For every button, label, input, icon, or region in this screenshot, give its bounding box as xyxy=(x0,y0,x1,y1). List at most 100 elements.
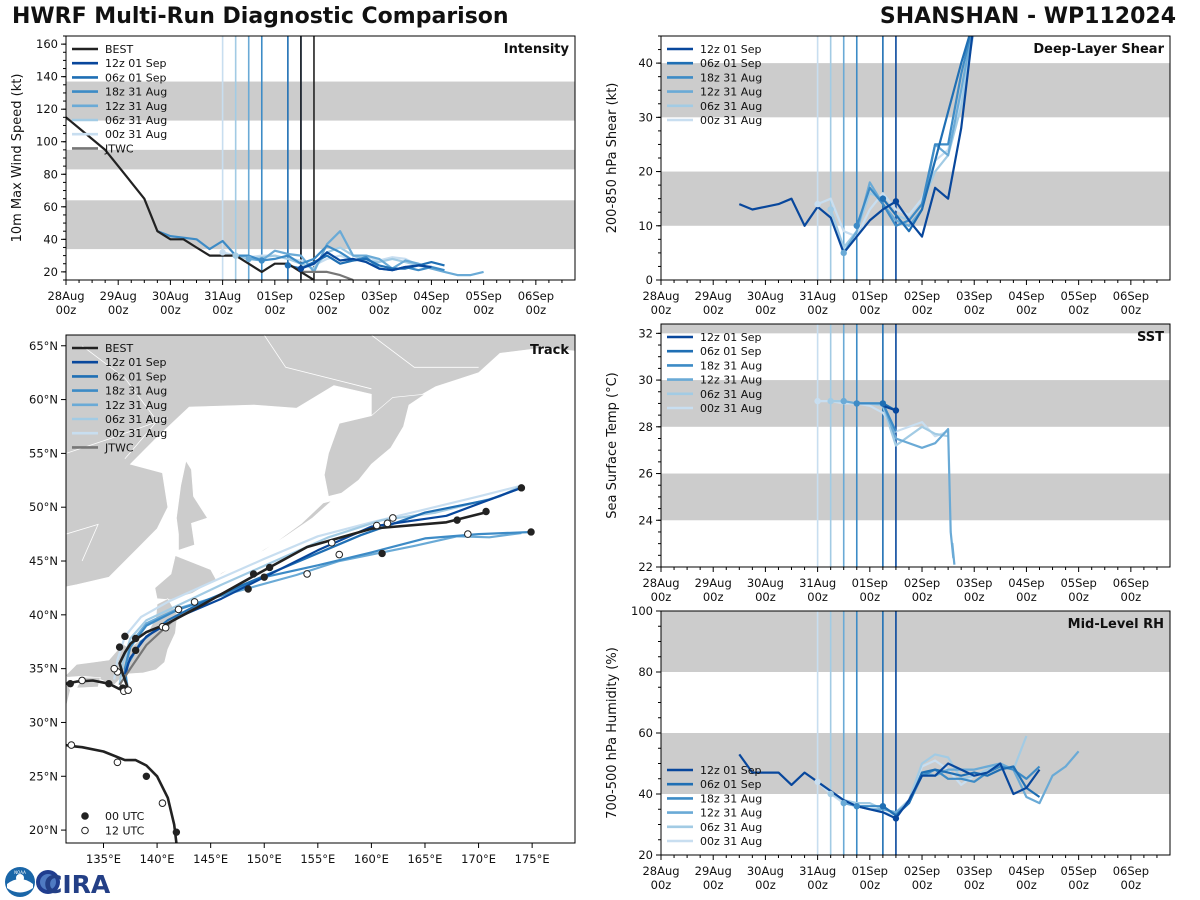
panel-title: Mid-Level RH xyxy=(1068,617,1164,632)
init-marker-12z-01-sep xyxy=(892,815,900,822)
series-line-18z-31-aug xyxy=(855,36,972,227)
x-tick-label: 00z xyxy=(912,590,933,604)
init-marker-00z-31-aug xyxy=(814,397,821,405)
x-tick-label: 00z xyxy=(964,878,985,892)
x-tick-label: 06Sep xyxy=(1113,864,1149,878)
x-tick-label: 29Aug xyxy=(695,864,732,878)
x-tick-label: 00z xyxy=(651,303,672,317)
init-marker-00z-31-aug xyxy=(814,200,821,208)
x-tick-label: 00z xyxy=(369,303,390,317)
marker-00utc xyxy=(453,516,461,524)
marker-00utc xyxy=(172,828,181,836)
x-tick-label: 03Sep xyxy=(361,289,397,303)
shaded-band xyxy=(661,473,1170,521)
x-tick-label: 00z xyxy=(526,303,547,317)
legend-label: 12z 01 Sep xyxy=(700,331,762,344)
marker-00utc xyxy=(244,585,252,593)
x-tick-label: 31Aug xyxy=(799,289,836,303)
legend-label: 00z 31 Aug xyxy=(700,402,762,415)
panel-title: Intensity xyxy=(504,42,570,57)
marker-00utc xyxy=(115,643,124,651)
lat-tick-label: 40°N xyxy=(29,608,58,622)
y-tick-label: 40 xyxy=(43,232,58,246)
x-tick-label: 00z xyxy=(1121,590,1142,604)
marker-00utc xyxy=(142,772,151,780)
figure-title: HWRF Multi-Run Diagnostic Comparison xyxy=(12,4,509,29)
x-tick-label: 00z xyxy=(859,878,880,892)
x-tick-label: 03Sep xyxy=(956,576,992,590)
x-tick-label: 31Aug xyxy=(799,864,836,878)
legend-label: 06z 01 Sep xyxy=(700,57,762,70)
marker-12utc xyxy=(383,519,392,528)
y-axis-label: 700-500 hPa Humidity (%) xyxy=(605,647,620,819)
x-tick-label: 00z xyxy=(317,303,338,317)
y-tick-label: 60 xyxy=(43,200,58,214)
y-tick-label: 80 xyxy=(43,167,58,181)
x-tick-label: 00z xyxy=(807,878,828,892)
x-tick-label: 00z xyxy=(108,303,129,317)
legend-label: JTWC xyxy=(104,441,134,454)
marker-12utc xyxy=(124,686,132,694)
x-tick-label: 04Sep xyxy=(413,289,449,303)
legend-label: 00z 31 Aug xyxy=(700,114,762,127)
rh-panel: 28Aug00z29Aug00z30Aug00z31Aug00z01Sep00z… xyxy=(605,604,1171,892)
y-tick-label: 40 xyxy=(638,56,653,70)
shaded-band xyxy=(66,81,575,121)
x-tick-label: 00z xyxy=(1121,303,1142,317)
series-line-12z-31-aug xyxy=(248,230,484,277)
legend-label: 00z 31 Aug xyxy=(105,427,167,440)
x-tick-label: 00z xyxy=(912,303,933,317)
province-border xyxy=(371,335,479,368)
init-marker-18z-31-aug xyxy=(853,222,860,229)
lon-tick-label: 165°E xyxy=(407,852,442,866)
marker-12utc xyxy=(372,521,381,530)
x-tick-label: 02Sep xyxy=(904,864,940,878)
lon-tick-label: 155°E xyxy=(300,852,335,866)
x-tick-label: 30Aug xyxy=(747,864,784,878)
init-marker-06z-31-aug xyxy=(827,790,834,798)
y-tick-label: 24 xyxy=(638,513,653,527)
y-tick-label: 20 xyxy=(43,265,58,279)
legend-label: 12z 31 Aug xyxy=(700,374,762,387)
y-tick-label: 10 xyxy=(638,219,653,233)
x-tick-label: 06Sep xyxy=(518,289,554,303)
marker-00utc xyxy=(131,646,140,655)
x-tick-label: 05Sep xyxy=(465,289,501,303)
marker-12utc xyxy=(190,598,199,606)
init-marker-06z-01-sep xyxy=(879,803,887,810)
y-tick-label: 20 xyxy=(638,848,653,862)
legend-label: BEST xyxy=(105,43,133,56)
lon-tick-label: 145°E xyxy=(193,852,228,866)
lon-tick-label: 150°E xyxy=(247,852,282,866)
lon-tick-label: 160°E xyxy=(354,852,389,866)
map-frame xyxy=(65,334,576,844)
x-tick-label: 00z xyxy=(859,590,880,604)
legend-label: 00z 31 Aug xyxy=(105,128,167,141)
y-tick-label: 20 xyxy=(638,165,653,179)
y-axis-label: 10m Max Wind Speed (kt) xyxy=(10,74,25,243)
sst-panel: 28Aug00z29Aug00z30Aug00z31Aug00z01Sep00z… xyxy=(605,323,1171,604)
init-marker-18z-31-aug xyxy=(853,803,860,810)
series-line-06z-01-sep xyxy=(882,36,971,233)
x-tick-label: 30Aug xyxy=(747,576,784,590)
x-tick-label: 01Sep xyxy=(257,289,293,303)
legend-label: 00z 31 Aug xyxy=(700,835,762,848)
legend-label: BEST xyxy=(105,342,133,355)
x-tick-label: 00z xyxy=(1121,878,1142,892)
shear-panel: 28Aug00z29Aug00z30Aug00z31Aug00z01Sep00z… xyxy=(605,35,1171,317)
series-line-jtwc xyxy=(300,270,354,280)
land-kuril xyxy=(215,500,333,578)
series-line-12z-01-sep xyxy=(300,251,432,272)
noaa-logo: NOAA xyxy=(5,867,35,897)
marker-12utc xyxy=(464,530,472,538)
x-tick-label: 30Aug xyxy=(747,289,784,303)
marker-12utc xyxy=(174,605,183,614)
x-tick-label: 00z xyxy=(1068,303,1089,317)
x-tick-label: 05Sep xyxy=(1060,864,1096,878)
x-tick-label: 03Sep xyxy=(956,289,992,303)
x-tick-label: 06Sep xyxy=(1113,576,1149,590)
